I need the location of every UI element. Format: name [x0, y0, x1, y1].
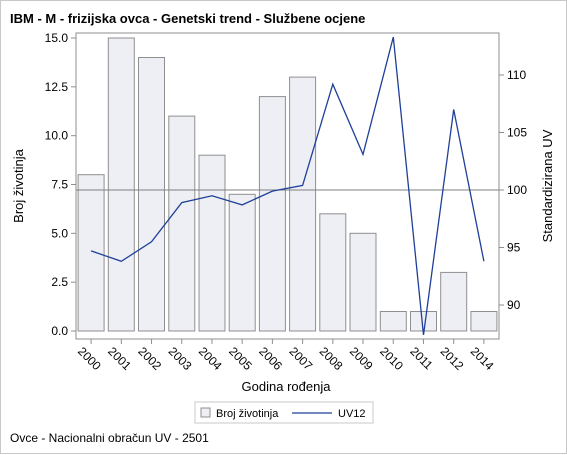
bar-2000: [77, 174, 105, 332]
y-axis-label: Broj životinja: [11, 148, 26, 222]
bar-2002: [138, 57, 165, 332]
bar-2005: [228, 193, 256, 332]
series-line-uv12: [90, 36, 485, 335]
x-tick-label: 2001: [105, 344, 134, 373]
x-tick-label: 2002: [135, 344, 164, 373]
y-tick-label: 10.0: [45, 129, 69, 143]
y-tick-label: 5.0: [51, 226, 68, 240]
x-tick-label: 2014: [468, 344, 497, 373]
legend-bar-swatch: [200, 407, 211, 418]
chart-title: IBM - M - frizijska ovca - Genetski tren…: [10, 11, 365, 26]
y-axis-left: 0.0 2.5 5.0 7.5 10.0 12.5 15.0: [45, 31, 76, 338]
x-tick-label: 2004: [196, 344, 225, 373]
y2-tick-label: 95: [507, 241, 521, 255]
x-tick-label: 2003: [166, 344, 195, 373]
footnote: Ovce - Nacionalni obračun UV - 2501: [10, 431, 209, 445]
y-tick-label: 7.5: [51, 178, 68, 192]
bar-2012: [440, 271, 468, 332]
y-tick-label: 15.0: [45, 31, 69, 45]
legend-box: [194, 401, 374, 424]
x-tick-label: 2000: [75, 344, 104, 373]
bar-2011: [410, 311, 437, 332]
bars-layer: [77, 37, 498, 332]
bar-2009: [349, 232, 377, 332]
y-tick-label: 2.5: [51, 275, 68, 289]
bar-2008: [319, 213, 347, 332]
bar-2014: [470, 311, 498, 332]
bar-2003: [168, 115, 196, 332]
x-tick-label: 2010: [377, 344, 406, 373]
bar-2006: [258, 96, 286, 332]
bar-2001: [107, 37, 135, 332]
legend-line-label: UV12: [338, 408, 366, 420]
x-tick-label: 2006: [256, 344, 285, 373]
y2-tick-label: 110: [507, 68, 526, 82]
line-layer: [90, 36, 485, 335]
bar-2007: [289, 76, 317, 332]
x-axis-label: Godina rođenja: [242, 379, 332, 394]
y2-tick-label: 90: [507, 298, 521, 312]
x-tick-label: 2007: [286, 344, 315, 373]
y-tick-label: 0.0: [51, 324, 68, 338]
bar-2004: [198, 154, 226, 332]
x-tick-label: 2011: [407, 344, 435, 372]
x-axis: 2000 2001 2002 2003 2004 2005 2006 2007 2008 2009…: [75, 339, 497, 373]
x-tick-label: 2008: [317, 344, 346, 373]
y2-axis-label: Standardizirana UV: [540, 129, 555, 242]
x-tick-label: 2012: [438, 344, 467, 373]
bar-2010: [379, 311, 407, 332]
y-axis-right: 90 95 100 105 110: [499, 68, 527, 312]
x-tick-label: 2009: [347, 344, 376, 373]
legend-bar-label: Broj životinja: [216, 408, 279, 420]
x-tick-label: 2005: [226, 344, 255, 373]
legend: Broj životinja UV12: [194, 401, 374, 424]
y2-tick-label: 100: [507, 183, 527, 197]
y-tick-label: 12.5: [45, 80, 69, 94]
y2-tick-label: 105: [507, 126, 527, 140]
